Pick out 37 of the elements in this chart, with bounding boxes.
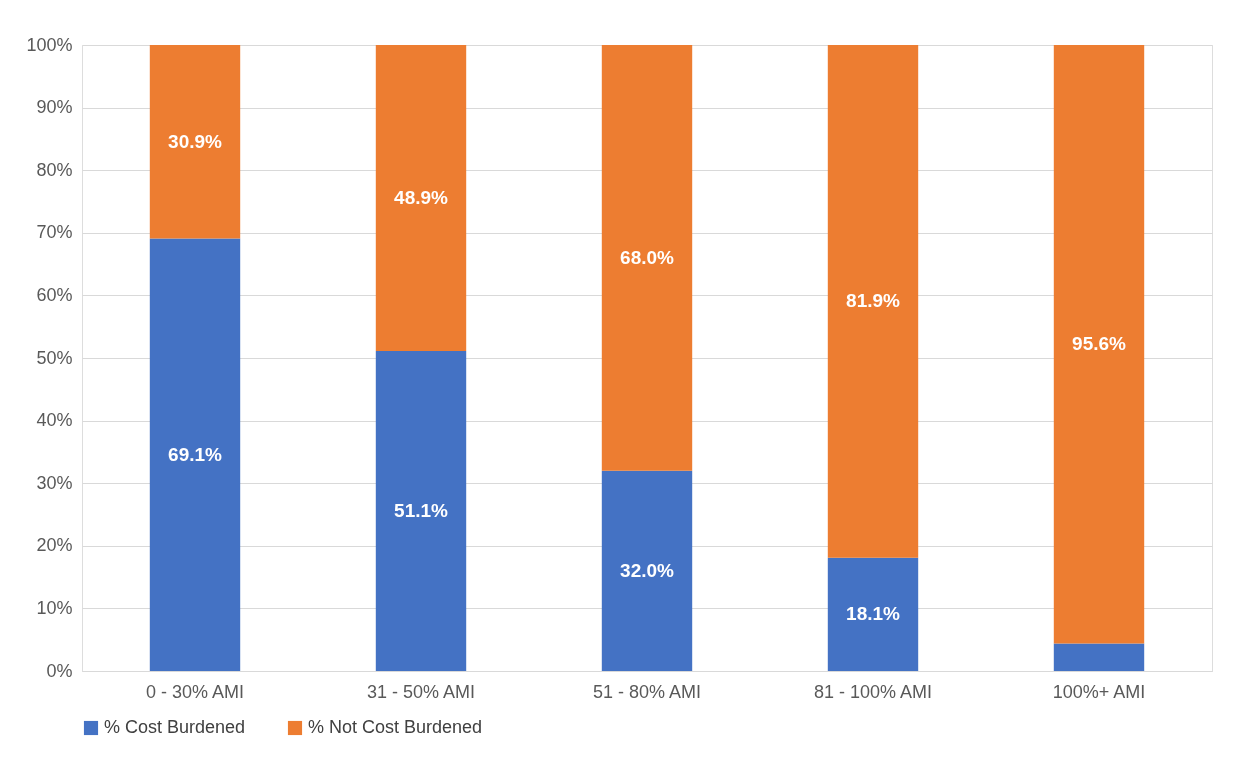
bar (827, 45, 919, 558)
y-tick-label: 50% (36, 347, 73, 368)
y-tick-label: 0% (46, 660, 73, 681)
data-label: 30.9% (168, 130, 223, 152)
data-label: 51.1% (394, 500, 449, 522)
x-tick-label: 100%+ AMI (1052, 681, 1146, 702)
data-label: 48.9% (394, 187, 449, 209)
y-tick-label: 100% (26, 34, 73, 55)
bar (375, 45, 467, 352)
x-tick-label: 51 - 80% AMI (592, 681, 702, 702)
x-tick-label: 31 - 50% AMI (366, 681, 476, 702)
data-label: 95.6% (1072, 333, 1127, 355)
data-label: 68.0% (620, 246, 675, 268)
data-label: 69.1% (168, 443, 223, 465)
bar (827, 557, 919, 671)
y-tick-label: 20% (36, 535, 73, 556)
bar (601, 470, 693, 671)
data-label: 81.9% (846, 290, 901, 312)
y-tick-label: 40% (36, 410, 73, 431)
bar (149, 238, 241, 671)
y-tick-label: 10% (36, 597, 73, 618)
bar (1053, 643, 1145, 671)
bar (375, 351, 467, 671)
data-label: 18.1% (846, 603, 901, 625)
bar (149, 45, 241, 239)
bar (1053, 45, 1145, 644)
x-tick-label: 81 - 100% AMI (813, 681, 933, 702)
x-tick-label: 0 - 30% AMI (145, 681, 245, 702)
data-label: 32.0% (620, 559, 675, 581)
y-tick-label: 80% (36, 159, 73, 180)
legend-label: % Not Cost Burdened (308, 717, 483, 737)
y-tick-label: 60% (36, 284, 73, 305)
y-tick-label: 70% (36, 222, 73, 243)
y-tick-label: 30% (36, 472, 73, 493)
y-tick-label: 90% (36, 97, 73, 118)
bar (601, 45, 693, 471)
legend-label: % Cost Burdened (104, 717, 246, 737)
